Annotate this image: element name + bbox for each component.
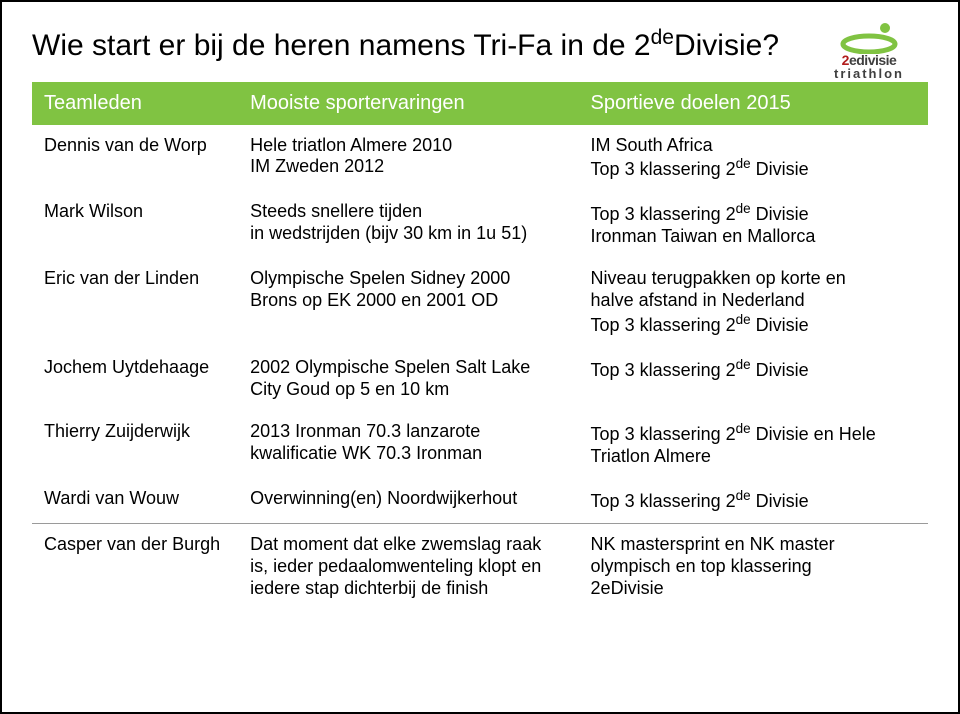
cell-name: Thierry Zuijderwijk — [32, 411, 238, 478]
col-doelen: Sportieve doelen 2015 — [579, 82, 928, 125]
logo-line2: triathlon — [814, 66, 924, 81]
members-table: Teamleden Mooiste sportervaringen Sporti… — [32, 82, 928, 610]
table-row: Wardi van Wouw Overwinning(en) Noordwijk… — [32, 478, 928, 523]
table-row: Jochem Uytdehaage 2002 Olympische Spelen… — [32, 347, 928, 411]
table-row: Thierry Zuijderwijk 2013 Ironman 70.3 la… — [32, 411, 928, 478]
table-row: Casper van der Burgh Dat moment dat elke… — [32, 523, 928, 609]
cell-goal: Niveau terugpakken op korte en halve afs… — [579, 258, 928, 347]
table-row: Mark Wilson Steeds snellere tijden in we… — [32, 191, 928, 258]
cell-name: Dennis van de Worp — [32, 125, 238, 192]
cell-name: Casper van der Burgh — [32, 523, 238, 609]
cell-name: Eric van der Linden — [32, 258, 238, 347]
cell-goal: Top 3 klassering 2de Divisie Ironman Tai… — [579, 191, 928, 258]
cell-exp: Hele triatlon Almere 2010 IM Zweden 2012 — [238, 125, 578, 192]
slide: 2edivisie triathlon Wie start er bij de … — [0, 0, 960, 714]
logo: 2edivisie triathlon — [814, 20, 924, 81]
cell-exp: Olympische Spelen Sidney 2000 Brons op E… — [238, 258, 578, 347]
cell-name: Wardi van Wouw — [32, 478, 238, 523]
cell-goal: Top 3 klassering 2de Divisie — [579, 347, 928, 411]
cell-exp: 2002 Olympische Spelen Salt Lake City Go… — [238, 347, 578, 411]
cell-exp: Steeds snellere tijden in wedstrijden (b… — [238, 191, 578, 258]
cell-exp: Dat moment dat elke zwemslag raak is, ie… — [238, 523, 578, 609]
table-header-row: Teamleden Mooiste sportervaringen Sporti… — [32, 82, 928, 125]
cell-goal: IM South Africa Top 3 klassering 2de Div… — [579, 125, 928, 192]
logo-mark-icon — [839, 20, 899, 54]
cell-name: Mark Wilson — [32, 191, 238, 258]
page-title: Wie start er bij de heren namens Tri-Fa … — [32, 26, 928, 64]
cell-exp: 2013 Ironman 70.3 lanzarote kwalificatie… — [238, 411, 578, 478]
cell-goal: NK mastersprint en NK master olympisch e… — [579, 523, 928, 609]
cell-goal: Top 3 klassering 2de Divisie — [579, 478, 928, 523]
table-row: Eric van der Linden Olympische Spelen Si… — [32, 258, 928, 347]
cell-name: Jochem Uytdehaage — [32, 347, 238, 411]
col-ervaringen: Mooiste sportervaringen — [238, 82, 578, 125]
table-row: Dennis van de Worp Hele triatlon Almere … — [32, 125, 928, 192]
col-teamleden: Teamleden — [32, 82, 238, 125]
cell-exp: Overwinning(en) Noordwijkerhout — [238, 478, 578, 523]
cell-goal: Top 3 klassering 2de Divisie en Hele Tri… — [579, 411, 928, 478]
